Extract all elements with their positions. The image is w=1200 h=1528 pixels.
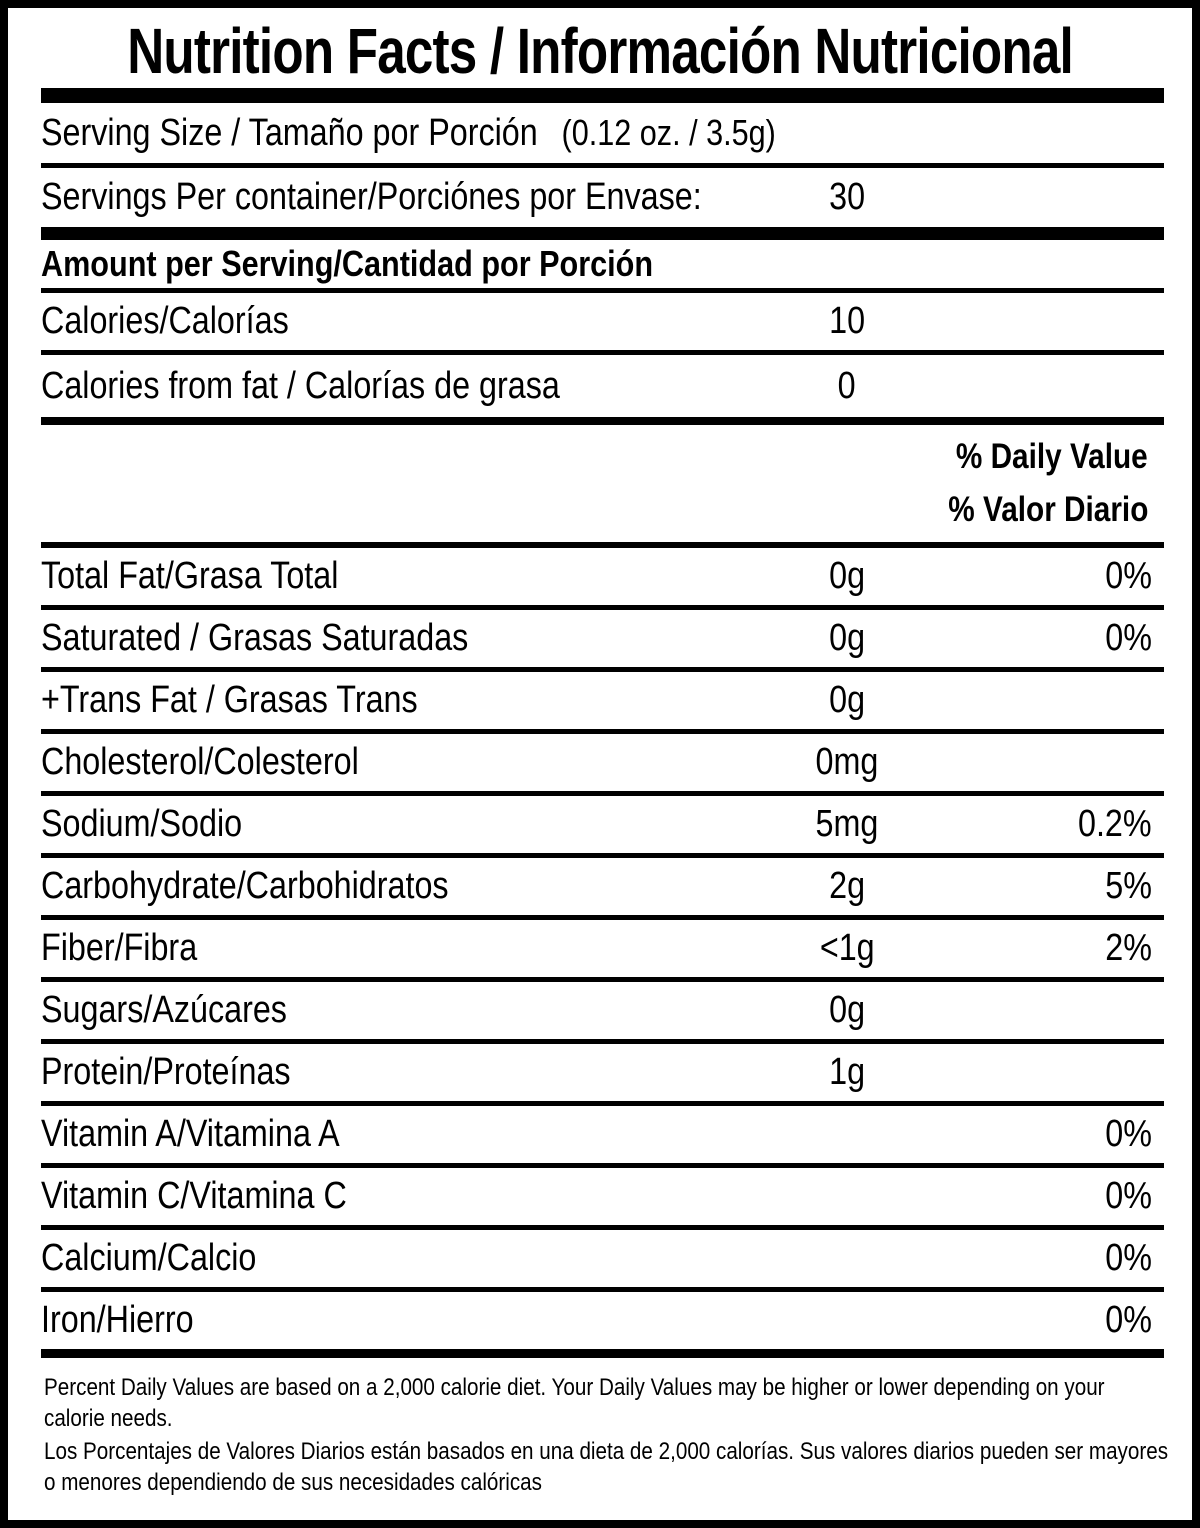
daily-value-header-en: % Daily Value: [956, 437, 1148, 477]
nutrient-row-iron: Iron/Hierro 0%: [8, 1292, 1192, 1349]
nutrient-daily-value: 0%: [1105, 555, 1152, 597]
divider-thin: [41, 1225, 1164, 1230]
nutrient-row-fiber: Fiber/Fibra <1g 2%: [8, 920, 1192, 977]
nutrient-row-calcium: Calcium/Calcio 0%: [8, 1230, 1192, 1287]
divider-thin: [41, 163, 1164, 168]
divider-thin: [41, 791, 1164, 796]
nutrient-name: Total Fat/Grasa Total: [41, 555, 339, 597]
divider-thin: [41, 1287, 1164, 1292]
divider-thin: [41, 288, 1164, 293]
nutrient-daily-value: 2%: [1105, 927, 1152, 969]
nutrient-row-total-fat: Total Fat/Grasa Total 0g 0%: [8, 548, 1192, 605]
nutrient-amount: 0g: [829, 617, 865, 659]
nutrient-name: Protein/Proteínas: [41, 1051, 291, 1093]
divider-thin: [41, 605, 1164, 610]
calories-from-fat-row: Calories from fat / Calorías de grasa 0: [8, 355, 1192, 417]
nutrient-daily-value: 0%: [1105, 617, 1152, 659]
calories-from-fat-value: 0: [838, 364, 856, 407]
serving-size-label: Serving Size / Tamaño por Porción: [41, 111, 538, 154]
nutrient-row-sodium: Sodium/Sodio 5mg 0.2%: [8, 796, 1192, 853]
divider-thin: [41, 1163, 1164, 1168]
nutrient-amount: 1g: [829, 1051, 865, 1093]
calories-label: Calories/Calorías: [41, 300, 289, 342]
nutrient-amount: 0mg: [815, 741, 879, 783]
nutrient-name: Calcium/Calcio: [41, 1237, 257, 1279]
amount-per-serving-row: Amount per Serving/Cantidad por Porción: [8, 240, 1192, 288]
divider-thick: [41, 542, 1164, 548]
nutrient-name: Sugars/Azúcares: [41, 989, 287, 1031]
serving-size-value: (0.12 oz. / 3.5g): [561, 111, 776, 153]
nutrient-name: +Trans Fat / Grasas Trans: [41, 679, 418, 721]
divider-thick-bottom: [41, 1349, 1164, 1358]
footnote-english: Percent Daily Values are based on a 2,00…: [44, 1374, 1105, 1432]
nutrient-amount: 5mg: [815, 803, 879, 845]
nutrient-amount: 0g: [829, 555, 865, 597]
nutrient-row-vitamin-a: Vitamin A/Vitamina A 0%: [8, 1106, 1192, 1163]
nutrient-row-carbohydrate: Carbohydrate/Carbohidratos 2g 5%: [8, 858, 1192, 915]
nutrient-row-vitamin-c: Vitamin C/Vitamina C 0%: [8, 1168, 1192, 1225]
divider-thick: [41, 417, 1164, 425]
nutrient-daily-value: 0%: [1105, 1113, 1152, 1155]
nutrient-amount: 2g: [829, 865, 865, 907]
nutrient-row-cholesterol: Cholesterol/Colesterol 0mg: [8, 734, 1192, 791]
nutrient-daily-value: 5%: [1105, 865, 1152, 907]
nutrient-amount: 0g: [829, 989, 865, 1031]
divider-thin: [41, 1039, 1164, 1044]
nutrient-name: Fiber/Fibra: [41, 927, 198, 969]
nutrient-row-saturated-fat: Saturated / Grasas Saturadas 0g 0%: [8, 610, 1192, 667]
footnote-section: Percent Daily Values are based on a 2,00…: [8, 1358, 1192, 1520]
nutrient-name: Cholesterol/Colesterol: [41, 741, 359, 783]
nutrient-name: Carbohydrate/Carbohidratos: [41, 865, 449, 907]
divider-thin: [41, 853, 1164, 858]
nutrient-name: Vitamin A/Vitamina A: [41, 1113, 340, 1155]
servings-per-container-label: Servings Per container/Porciónes por Env…: [41, 176, 702, 218]
daily-value-header-block: % Daily Value % Valor Diario: [8, 425, 1192, 542]
nutrient-daily-value: 0%: [1105, 1237, 1152, 1279]
nutrient-daily-value: 0%: [1105, 1299, 1152, 1341]
nutrient-name: Iron/Hierro: [41, 1299, 194, 1341]
nutrient-daily-value: 0.2%: [1078, 803, 1152, 845]
divider-thin: [41, 915, 1164, 920]
nutrient-name: Saturated / Grasas Saturadas: [41, 617, 469, 659]
divider-thick: [41, 227, 1164, 240]
nutrient-row-trans-fat: +Trans Fat / Grasas Trans 0g: [8, 672, 1192, 729]
nutrient-amount: 0g: [829, 679, 865, 721]
nutrient-row-sugars: Sugars/Azúcares 0g: [8, 982, 1192, 1039]
divider-thin: [41, 977, 1164, 982]
divider-thin: [41, 667, 1164, 672]
label-header: Nutrition Facts / Información Nutriciona…: [8, 8, 1192, 88]
divider-thin: [41, 350, 1164, 355]
servings-per-container-row: Servings Per container/Porciónes por Env…: [8, 168, 1192, 227]
divider-thin: [41, 729, 1164, 734]
serving-size-row: Serving Size / Tamaño por Porción (0.12 o…: [8, 103, 1192, 163]
serving-size-line: Serving Size / Tamaño por Porción (0.12 o…: [41, 112, 776, 155]
nutrient-daily-value: 0%: [1105, 1175, 1152, 1217]
servings-per-container-value: 30: [829, 176, 865, 218]
nutrient-amount: <1g: [819, 927, 875, 969]
calories-from-fat-label: Calories from fat / Calorías de grasa: [41, 364, 560, 407]
amount-per-serving-header: Amount per Serving/Cantidad por Porción: [41, 243, 654, 284]
calories-value: 10: [829, 300, 865, 342]
divider-thin: [41, 1101, 1164, 1106]
page-title: Nutrition Facts / Información Nutriciona…: [127, 15, 1074, 87]
nutrient-name: Vitamin C/Vitamina C: [41, 1175, 347, 1217]
nutrient-name: Sodium/Sodio: [41, 803, 243, 845]
divider-thick-top: [41, 88, 1164, 103]
calories-row: Calories/Calorías 10: [8, 293, 1192, 350]
daily-value-header-es: % Valor Diario: [947, 489, 1148, 529]
footnote-spanish: Los Porcentajes de Valores Diarios están…: [44, 1438, 1169, 1496]
nutrient-row-protein: Protein/Proteínas 1g: [8, 1044, 1192, 1101]
